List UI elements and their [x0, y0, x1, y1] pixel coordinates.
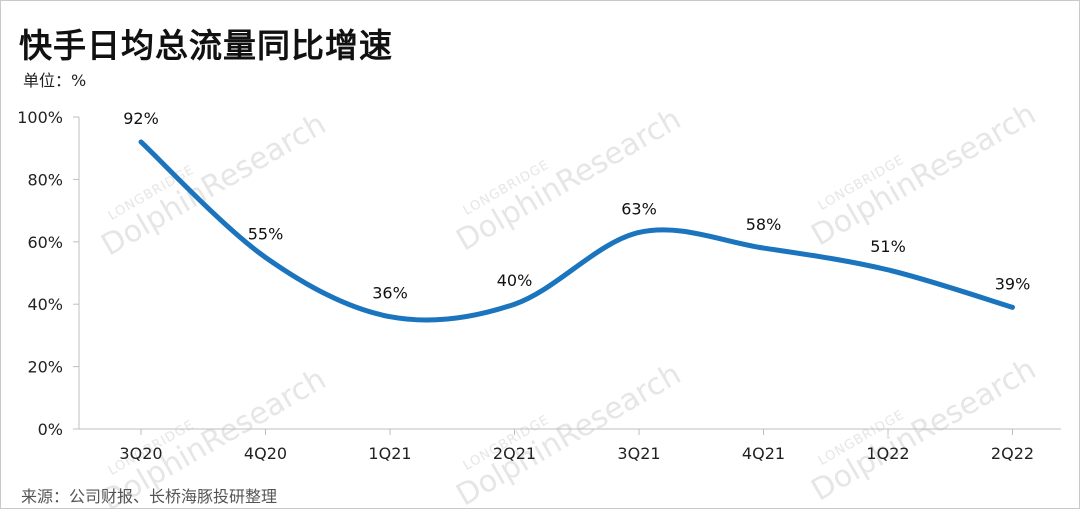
watermark-name: DolphinResearch [451, 357, 687, 508]
axes: 0% 20% 40% 60% 80% 100% 3Q20 4Q20 1Q21 2Q21 3Q21 4Q… [17, 108, 1061, 463]
data-label: 39% [995, 274, 1031, 293]
data-label: 40% [497, 271, 533, 290]
x-tick-label: 2Q22 [991, 444, 1034, 463]
y-tick-label: 60% [27, 233, 63, 252]
unit-label: 单位：% [23, 71, 87, 90]
y-tick-label: 20% [27, 358, 63, 377]
data-label: 92% [123, 109, 159, 128]
x-tick-label: 4Q21 [742, 444, 785, 463]
y-tick-label: 40% [27, 295, 63, 314]
x-tick-label: 4Q20 [244, 444, 287, 463]
y-tick-label: 0% [38, 420, 63, 439]
data-label: 58% [746, 215, 782, 234]
series-line [138, 139, 1015, 323]
x-tick-label: 2Q21 [493, 444, 536, 463]
data-label: 55% [248, 224, 284, 243]
watermark-name: DolphinResearch [806, 97, 1042, 254]
x-tick-label: 1Q22 [866, 444, 909, 463]
y-tick-label: 100% [17, 108, 63, 127]
watermark-name: DolphinResearch [806, 352, 1042, 508]
data-label: 36% [372, 284, 408, 303]
data-labels: 92% 55% 36% 40% 63% 58% 51% 39% [123, 109, 1030, 303]
data-label: 63% [621, 199, 657, 218]
watermark-name: DolphinResearch [451, 102, 687, 259]
data-label: 51% [870, 237, 906, 256]
watermark-name: DolphinResearch [96, 107, 332, 264]
source-note: 来源：公司财报、长桥海豚投研整理 [21, 487, 278, 506]
x-tick-label: 1Q21 [368, 444, 411, 463]
y-tick-label: 80% [27, 170, 63, 189]
x-tick-label: 3Q20 [119, 444, 162, 463]
chart-title: 快手日均总流量同比增速 [19, 26, 393, 65]
x-tick-label: 3Q21 [617, 444, 660, 463]
